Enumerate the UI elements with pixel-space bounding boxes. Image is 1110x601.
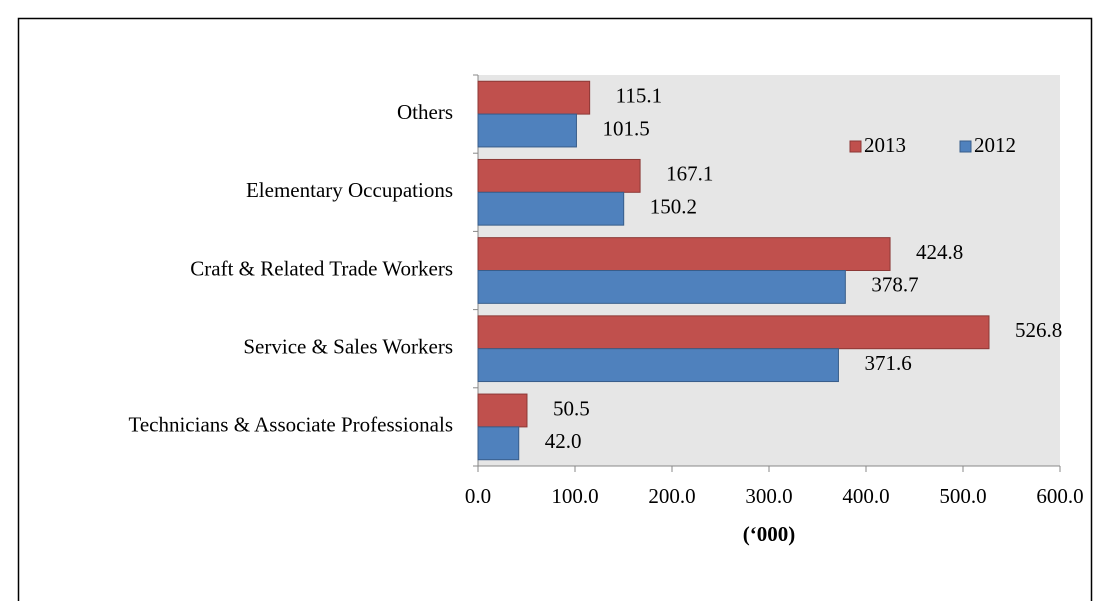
x-tick-label: 100.0 <box>551 484 598 508</box>
value-label: 42.0 <box>545 429 582 453</box>
bar <box>477 315 990 350</box>
x-tick-label: 300.0 <box>745 484 792 508</box>
bar <box>477 393 528 428</box>
bar <box>477 191 625 226</box>
bar <box>477 237 891 272</box>
value-label: 378.7 <box>871 273 918 297</box>
x-axis-label: (‘000) <box>743 522 795 546</box>
value-label: 526.8 <box>1015 318 1062 342</box>
y-tick-label: Technicians & Associate Professionals <box>128 413 453 437</box>
y-tick-label: Others <box>397 100 453 124</box>
legend-swatch <box>849 140 862 153</box>
legend-label: 2012 <box>974 133 1016 157</box>
bar <box>477 158 641 193</box>
value-label: 115.1 <box>616 83 662 107</box>
bar <box>477 426 520 461</box>
y-tick-label: Craft & Related Trade Workers <box>190 256 453 280</box>
bar <box>477 113 577 148</box>
bar <box>477 348 839 383</box>
x-tick-label: 400.0 <box>842 484 889 508</box>
value-label: 50.5 <box>553 396 590 420</box>
x-tick-label: 600.0 <box>1036 484 1083 508</box>
legend-swatch <box>959 140 972 153</box>
y-tick-label: Service & Sales Workers <box>243 335 453 359</box>
x-tick-label: 500.0 <box>939 484 986 508</box>
y-tick-label: Elementary Occupations <box>246 178 453 202</box>
legend-label: 2013 <box>864 133 906 157</box>
x-tick-label: 0.0 <box>465 484 491 508</box>
value-label: 101.5 <box>602 116 649 140</box>
bar <box>477 80 591 115</box>
value-label: 167.1 <box>666 162 713 186</box>
bar <box>477 270 846 304</box>
value-label: 371.6 <box>864 351 911 375</box>
value-label: 150.2 <box>650 195 697 219</box>
x-tick-label: 200.0 <box>648 484 695 508</box>
chart-frame <box>17 17 1093 601</box>
value-label: 424.8 <box>916 240 963 264</box>
